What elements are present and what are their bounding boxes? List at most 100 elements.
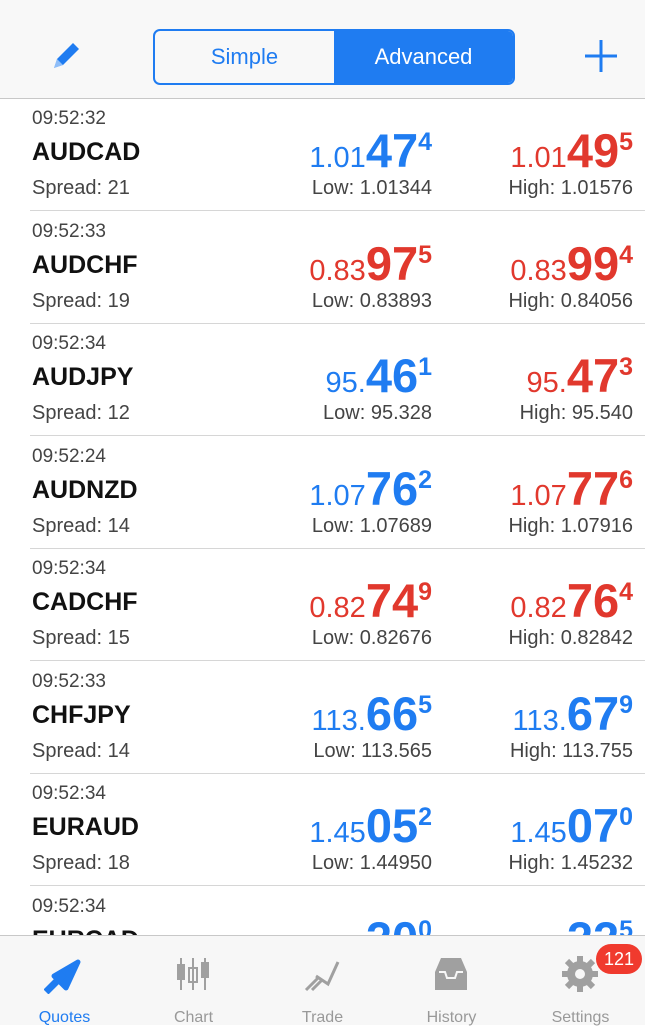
bid-price: 1.45 05 2 — [309, 798, 432, 852]
tab[interactable]: Quotes — [0, 936, 129, 1026]
tab[interactable]: Settings 121 — [516, 936, 645, 1026]
bid-price: 113. 66 5 — [311, 686, 432, 740]
price-pips: 97 — [365, 236, 419, 290]
ask-price: 1.47225 — [510, 911, 633, 936]
tab-label: History — [426, 1009, 477, 1026]
high-price: High: 113.755 — [509, 739, 633, 762]
price-pips: 66 — [365, 686, 419, 740]
low-price: Low: 1.01344 — [311, 177, 432, 199]
symbol: CADCHF — [32, 588, 138, 616]
ask-price: 1.45 07 0 — [510, 798, 633, 852]
price-prefix: 1.47 — [309, 930, 365, 936]
price-point: 6 — [619, 465, 633, 494]
ask-price: 0.83 99 4 — [510, 236, 633, 290]
tab[interactable]: History — [387, 936, 516, 1026]
price-point: 4 — [619, 578, 633, 606]
edit-icon[interactable] — [48, 38, 84, 74]
ask-price: 1.07 77 6 — [510, 461, 633, 515]
price-point: 5 — [619, 915, 633, 936]
ask-price: 0.82 76 4 — [510, 573, 633, 627]
price-prefix: 1.47 — [510, 930, 566, 936]
price-point: 1 — [418, 353, 432, 381]
price-pips: 99 — [566, 236, 620, 290]
spread: Spread: 18 — [32, 852, 130, 874]
ask-price: 1.01 49 5 — [510, 123, 633, 177]
price-point: 2 — [418, 465, 432, 494]
separator — [30, 210, 645, 211]
price-point: 5 — [418, 690, 432, 719]
high-price: High: 95.540 — [519, 402, 633, 424]
price-prefix: 1.01 — [510, 142, 567, 174]
tab[interactable]: Trade — [258, 936, 387, 1026]
price-prefix: 95. — [325, 367, 366, 399]
toolbar: Simple Advanced — [0, 0, 645, 99]
quote-row[interactable]: 09:52:34 AUDJPY Spread: 12 95. 46 1 95. 47 3 Low:… — [0, 324, 645, 436]
price-point: 4 — [619, 240, 633, 269]
symbol: AUDCAD — [32, 138, 141, 166]
quote-row[interactable]: 09:52:24 AUDNZD Spread: 14 1.07 76 2 1.07 77 6 Lo… — [0, 437, 645, 549]
quote-time: 09:52:24 — [32, 445, 106, 467]
low-price: Low: 0.82676 — [311, 627, 432, 649]
price-pips: 46 — [365, 349, 419, 402]
quote-time: 09:52:33 — [32, 220, 106, 242]
bid-price: 1.01 47 4 — [309, 123, 432, 177]
price-pips: 47 — [566, 349, 620, 402]
ask-price: 113. 67 9 — [512, 686, 633, 740]
spread: Spread: 19 — [32, 289, 130, 312]
price-point: 3 — [619, 353, 633, 381]
bid-price: 0.83 97 5 — [309, 236, 432, 290]
price-point: 9 — [619, 690, 633, 719]
symbol: CHFJPY — [32, 700, 131, 729]
price-prefix: 113. — [512, 704, 567, 737]
symbol: EURAUD — [32, 813, 139, 841]
low-price: Low: 0.83893 — [311, 289, 432, 312]
price-pips: 05 — [365, 799, 419, 852]
price-pips: 77 — [566, 461, 620, 515]
quote-row[interactable]: 09:52:34 CADCHF Spread: 15 0.82 74 9 0.82 76 4 Lo… — [0, 549, 645, 661]
separator — [30, 885, 645, 886]
separator — [30, 547, 645, 549]
price-prefix: 0.82 — [510, 592, 567, 624]
quote-row[interactable]: 09:52:33 CHFJPY Spread: 14 113. 66 5 113. 67 9 Lo… — [0, 662, 645, 774]
tab-icon — [435, 958, 467, 990]
price-point: 4 — [418, 128, 432, 156]
price-pips: 22 — [567, 911, 619, 936]
price-pips: 76 — [365, 461, 419, 515]
add-icon[interactable] — [583, 38, 619, 74]
price-pips: 74 — [365, 574, 419, 627]
quote-time: 09:52:34 — [32, 333, 106, 354]
quote-time: 09:52:34 — [32, 558, 106, 579]
price-point: 0 — [418, 915, 432, 936]
quote-row[interactable]: 09:52:32 AUDCAD Spread: 21 1.01 47 4 1.01 49 5 Lo… — [0, 99, 645, 211]
symbol: EURCAD — [32, 926, 139, 936]
price-pips: 20 — [366, 911, 418, 936]
tab-label: Trade — [301, 1009, 344, 1026]
tab-icon — [177, 958, 209, 990]
high-price: High: 1.01576 — [508, 177, 633, 199]
low-price: Low: 1.07689 — [311, 514, 432, 537]
price-prefix: 95. — [526, 367, 567, 399]
tab[interactable]: Chart — [129, 936, 258, 1026]
quote-time: 09:52:33 — [32, 670, 106, 692]
symbol: AUDJPY — [32, 363, 134, 391]
price-pips: 67 — [566, 686, 620, 740]
quotes-list: 09:52:32 AUDCAD Spread: 21 1.01 47 4 1.01 49 5 Lo… — [0, 99, 645, 935]
high-price: High: 1.45232 — [508, 852, 633, 874]
low-price: Low: 95.328 — [323, 402, 432, 424]
price-prefix: 1.07 — [510, 479, 567, 512]
high-price: High: 0.82842 — [508, 627, 633, 649]
segment-button[interactable]: Simple — [210, 44, 279, 69]
segment-button[interactable]: Advanced — [334, 31, 513, 83]
separator — [30, 772, 645, 774]
low-price: Low: 1.44950 — [311, 852, 432, 874]
bid-price: 0.82 74 9 — [309, 573, 432, 627]
price-point: 2 — [418, 803, 432, 831]
quote-row[interactable]: 09:52:33 AUDCHF Spread: 19 0.83 97 5 0.83 99 4 Lo… — [0, 212, 645, 324]
price-pips: 49 — [566, 124, 620, 177]
quote-row[interactable]: 09:52:34 EURAUD Spread: 18 1.45 05 2 1.45 07 0 Lo… — [0, 774, 645, 886]
price-prefix: 113. — [311, 704, 366, 737]
quote-row[interactable]: 09:52:34EURCAD1.472001.47225 — [0, 887, 645, 936]
bid-price: 1.47200 — [309, 911, 432, 936]
spread: Spread: 14 — [32, 514, 130, 537]
tab-icon — [304, 961, 340, 992]
